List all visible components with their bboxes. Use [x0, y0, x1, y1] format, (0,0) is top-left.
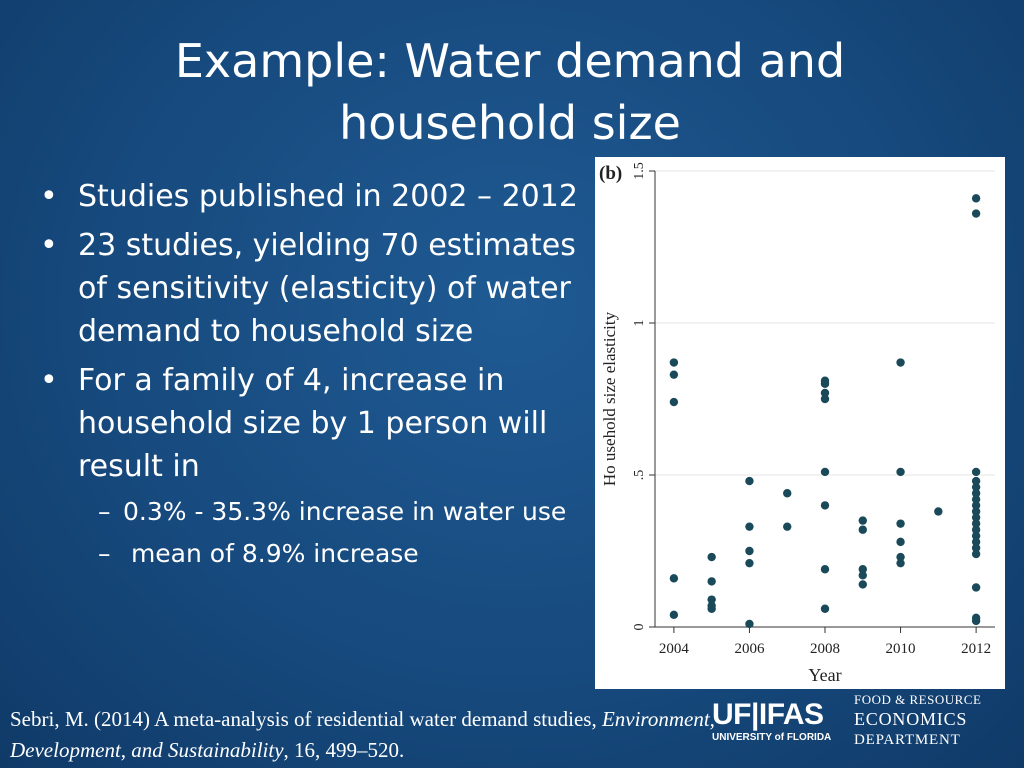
data-point	[971, 467, 981, 477]
data-point	[820, 604, 830, 613]
data-point	[820, 501, 830, 510]
data-point	[971, 583, 981, 592]
data-point	[669, 610, 679, 620]
bullet-marker: •	[40, 179, 58, 214]
dept-line-3: DEPARTMENT	[854, 732, 961, 748]
citation-authors: Sebri, M. (2014) A meta-analysis of resi…	[10, 707, 602, 731]
bullet-text: Studies published in 2002 – 2012	[78, 179, 578, 214]
data-point	[896, 552, 905, 562]
bullet-marker: •	[40, 363, 58, 398]
data-point	[669, 370, 679, 379]
x-tick-label: 2004	[659, 641, 690, 657]
data-point	[971, 194, 981, 203]
data-point	[971, 476, 981, 486]
scatter-chart-panel: 0 .5 1 1.5 2004 2006 2008 2010 2012 Year Ho usehol…	[595, 157, 1005, 689]
y-axis-label: Ho usehold size elasticity	[600, 311, 619, 486]
sub-bullet-marker: –	[98, 497, 111, 526]
university-label: UNIVERSITY of FLORIDA	[712, 732, 832, 743]
data-point	[896, 537, 905, 547]
data-point	[971, 543, 981, 553]
data-point	[820, 388, 830, 398]
data-point	[858, 565, 867, 574]
bullet-item: • Studies published in 2002 – 2012	[38, 175, 578, 218]
data-point	[971, 519, 981, 528]
data-point	[858, 516, 867, 525]
citation-volume: , 16, 499–520.	[283, 738, 405, 762]
sub-bullet-marker: –	[98, 539, 111, 568]
data-point	[745, 558, 754, 568]
x-tick-label: 2010	[886, 641, 916, 657]
data-point	[971, 507, 981, 516]
data-point	[934, 507, 943, 516]
data-point	[669, 397, 679, 407]
data-point	[971, 482, 981, 492]
citation: Sebri, M. (2014) A meta-analysis of resi…	[10, 704, 730, 766]
bullet-item: • For a family of 4, increase in househo…	[38, 359, 578, 488]
data-point	[971, 513, 981, 522]
data-point	[745, 619, 754, 629]
data-point	[745, 476, 754, 486]
data-point	[896, 519, 905, 528]
data-point	[971, 537, 981, 547]
data-point	[707, 552, 716, 562]
data-point	[971, 525, 981, 534]
dept-line-2: ECONOMICS	[854, 709, 968, 729]
uf-ifas-logo: UF|IFAS UNIVERSITY of FLORIDA	[712, 698, 842, 744]
data-point	[971, 209, 981, 218]
data-point	[896, 358, 905, 367]
data-point	[971, 616, 981, 626]
sub-bullet-text: mean of 8.9% increase	[123, 539, 419, 568]
bullet-marker: •	[40, 228, 58, 263]
sub-bullet-item: – mean of 8.9% increase	[38, 536, 578, 572]
data-point	[971, 501, 981, 510]
department-logo: FOOD & RESOURCE ECONOMICS DEPARTMENT	[854, 692, 1014, 750]
data-point	[707, 595, 716, 604]
data-point	[745, 522, 754, 531]
data-point	[858, 571, 867, 580]
slide-title: Example: Water demand and household size	[174, 34, 846, 150]
data-point	[971, 489, 981, 498]
data-point	[971, 495, 981, 504]
data-point	[971, 531, 981, 540]
uf-ifas-wordmark: UF|IFAS	[712, 698, 824, 731]
y-tick-label: .5	[632, 470, 647, 481]
bullet-item: • 23 studies, yielding 70 estimates of s…	[38, 224, 578, 353]
panel-label: (b)	[599, 163, 622, 184]
bullet-text: For a family of 4, increase in household…	[78, 363, 548, 484]
x-tick-label: 2006	[734, 641, 765, 657]
sub-bullet-text: 0.3% - 35.3% increase in water use	[123, 497, 567, 526]
data-point	[707, 577, 716, 586]
data-point	[820, 467, 830, 477]
x-tick-label: 2008	[810, 641, 840, 657]
x-axis-label: Year	[808, 665, 841, 685]
data-point	[896, 467, 905, 477]
data-point	[896, 558, 905, 568]
data-point	[745, 546, 754, 556]
citation-journal: Environment, Development, and Sustainabi…	[10, 707, 715, 762]
data-point	[820, 394, 830, 404]
data-point	[858, 525, 867, 534]
data-point	[820, 379, 830, 388]
data-point	[858, 580, 867, 589]
y-tick-label: 1	[632, 320, 647, 327]
x-tick-label: 2012	[961, 641, 991, 657]
data-point	[971, 549, 981, 559]
data-point	[783, 489, 792, 498]
sub-bullet-item: – 0.3% - 35.3% increase in water use	[38, 494, 578, 530]
y-tick-label: 0	[632, 624, 647, 631]
bullet-text: 23 studies, yielding 70 estimates of sen…	[78, 228, 576, 349]
data-point	[820, 565, 830, 574]
data-point	[783, 522, 792, 531]
data-point	[669, 574, 679, 583]
data-point	[707, 604, 716, 613]
dept-line-1: FOOD & RESOURCE	[854, 692, 982, 707]
y-tick-label: 1.5	[632, 162, 647, 180]
bullet-list: • Studies published in 2002 – 2012 • 23 …	[38, 175, 578, 572]
data-point	[669, 358, 679, 367]
scatter-chart: 0 .5 1 1.5 2004 2006 2008 2010 2012 Year Ho usehol…	[599, 162, 995, 685]
